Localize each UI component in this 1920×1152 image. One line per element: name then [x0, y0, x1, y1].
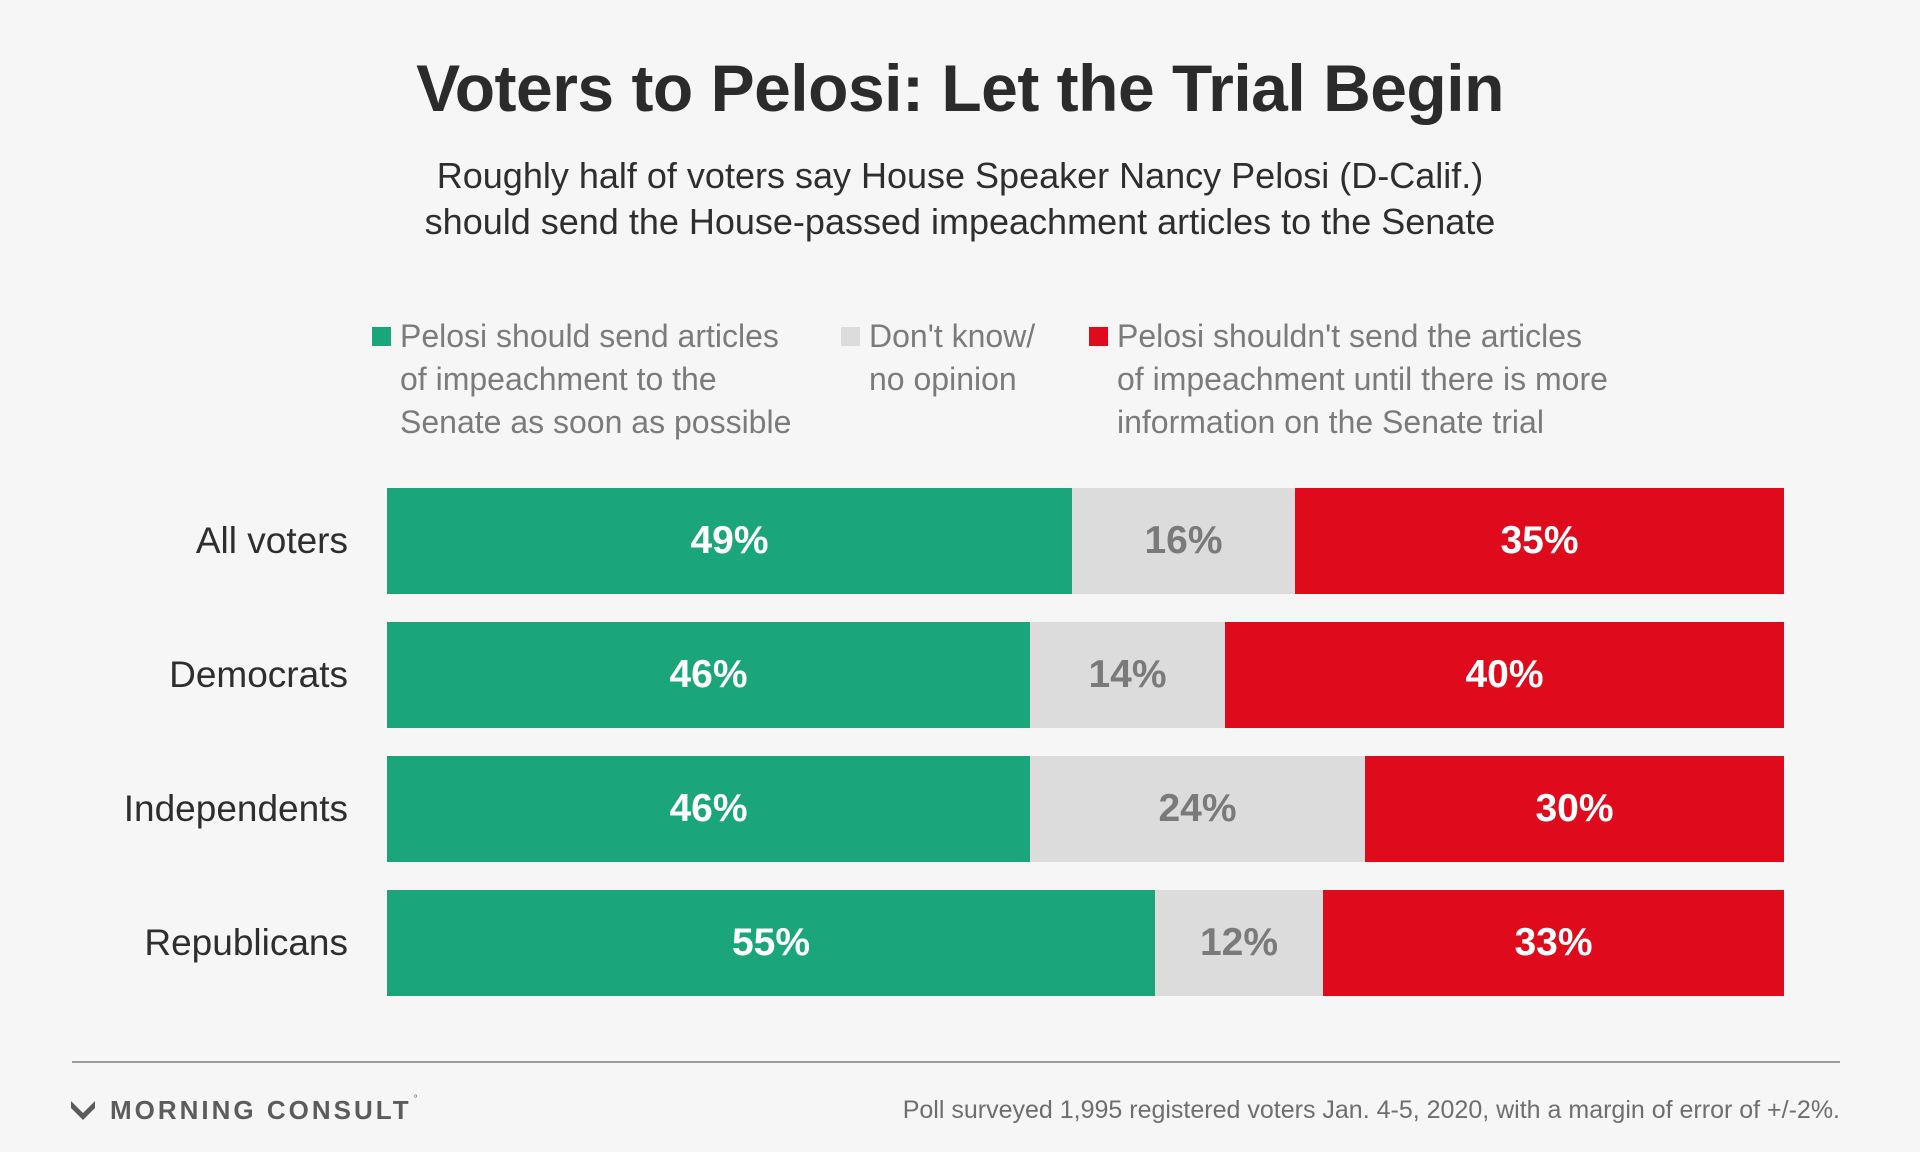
category-label: Democrats	[169, 654, 348, 695]
bar-segment: 16%	[1072, 488, 1295, 594]
category-label: All voters	[195, 520, 348, 561]
legend-label-send: Pelosi should send articles of impeachme…	[400, 315, 791, 444]
bar-value-label: 40%	[1465, 653, 1544, 696]
bar-value-label: 46%	[669, 653, 748, 696]
registered-mark: °	[413, 1094, 418, 1105]
logo-text: MORNING CONSULT	[110, 1094, 412, 1125]
bar-segment: 30%	[1365, 756, 1784, 862]
bar-segment: 14%	[1030, 622, 1225, 728]
category-label: Republicans	[144, 922, 348, 963]
legend-swatch-send	[372, 327, 391, 346]
bar-segment: 35%	[1295, 488, 1784, 594]
legend-line: Don't know/	[869, 318, 1036, 354]
morning-consult-m-icon	[71, 1101, 95, 1120]
legend-line: no opinion	[869, 361, 1017, 397]
chart-subtitle: Roughly half of voters say House Speaker…	[0, 153, 1920, 245]
bar-segment: 24%	[1030, 756, 1365, 862]
bar-value-label: 33%	[1514, 921, 1593, 964]
legend-swatch-dont-know	[841, 327, 860, 346]
legend-line: Pelosi should send articles	[400, 318, 779, 354]
legend-swatch-dont-send	[1089, 327, 1108, 346]
bar-value-label: 35%	[1500, 519, 1579, 562]
bar-value-label: 12%	[1199, 921, 1279, 964]
morning-consult-logo: MORNING CONSULT °	[70, 1094, 418, 1126]
bar-segment: 33%	[1323, 890, 1784, 996]
category-label: Independents	[123, 788, 348, 829]
bar-segment: 46%	[387, 756, 1030, 862]
bar-value-label: 16%	[1144, 519, 1223, 562]
legend-label-dont-know: Don't know/ no opinion	[869, 315, 1035, 401]
bar-segment: 46%	[387, 622, 1030, 728]
chart-title: Voters to Pelosi: Let the Trial Begin	[416, 51, 1504, 125]
bar-value-label: 49%	[690, 519, 769, 562]
legend-line: information on the Senate trial	[1117, 404, 1544, 440]
bar-segment: 40%	[1225, 622, 1784, 728]
bar-segment: 12%	[1155, 890, 1323, 996]
bar-value-label: 30%	[1535, 787, 1614, 830]
legend-line: of impeachment until there is more	[1117, 361, 1608, 397]
subtitle-line: should send the House-passed impeachment…	[424, 201, 1496, 242]
legend-line: Senate as soon as possible	[400, 404, 792, 440]
bar-value-label: 55%	[731, 921, 811, 964]
footnote: Poll surveyed 1,995 registered voters Ja…	[902, 1096, 1840, 1124]
bar-value-label: 46%	[669, 787, 748, 830]
legend-line: Pelosi shouldn't send the articles	[1117, 318, 1583, 354]
bar-value-label: 14%	[1088, 653, 1167, 696]
legend-label-dont-send: Pelosi shouldn't send the articles of im…	[1117, 315, 1608, 444]
bar-segment: 55%	[387, 890, 1155, 996]
footer-divider	[72, 1061, 1840, 1063]
subtitle-line: Roughly half of voters say House Speaker…	[436, 155, 1484, 196]
bar-segment: 49%	[387, 488, 1072, 594]
legend-line: of impeachment to the	[400, 361, 717, 397]
bar-value-label: 24%	[1158, 787, 1237, 830]
